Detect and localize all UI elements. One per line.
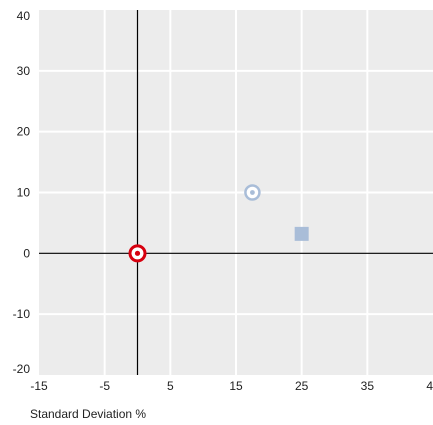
y-tick-label: 40 [17, 9, 31, 23]
x-tick-label: 25 [295, 379, 309, 393]
point-center [250, 190, 255, 195]
x-tick-labels: -15 -5 5 15 25 35 45 [30, 379, 433, 393]
y-tick-labels: -20 -10 0 10 20 30 40 [13, 9, 31, 376]
data-point-blue-circle [244, 184, 261, 201]
zero-axes [39, 10, 433, 375]
x-tick-label: 45 [426, 379, 433, 393]
y-tick-label: 0 [23, 246, 30, 260]
gridlines [39, 10, 433, 375]
y-tick-label: 20 [17, 125, 31, 139]
y-tick-label: -10 [13, 307, 31, 321]
x-axis-title: Standard Deviation % [30, 407, 146, 421]
y-tick-label: -20 [13, 362, 31, 376]
data-point-red [128, 244, 147, 263]
x-tick-label: 15 [229, 379, 243, 393]
x-tick-label: 35 [361, 379, 375, 393]
data-points [128, 184, 309, 263]
x-tick-label: -5 [99, 379, 110, 393]
x-tick-label: 5 [167, 379, 174, 393]
x-tick-label: -15 [30, 379, 48, 393]
data-point-blue-square [294, 226, 309, 241]
y-tick-label: 30 [17, 64, 31, 78]
y-tick-label: 10 [17, 186, 31, 200]
point-center [134, 250, 141, 256]
